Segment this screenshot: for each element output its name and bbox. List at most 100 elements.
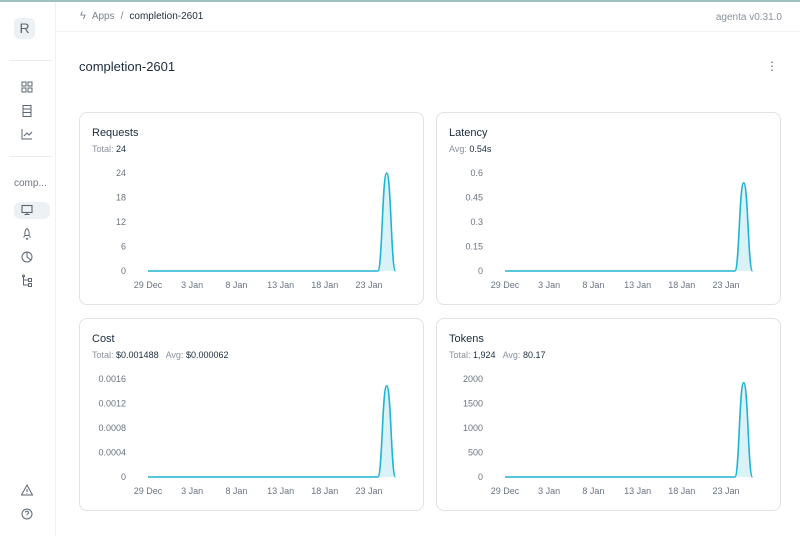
y-tick-label: 0.0012: [98, 399, 126, 409]
help-icon[interactable]: [20, 507, 34, 521]
table-icon[interactable]: [20, 104, 34, 118]
y-tick-label: 0.0016: [98, 374, 126, 384]
chart: 0 0.0004 0.0008 0.0012 0.0016 29 Dec 3 Jan 8 Ja…: [98, 374, 397, 496]
x-tick-label: 3 Jan: [181, 280, 203, 290]
chart: 0 0.15 0.3 0.45 0.6 29 Dec 3 Jan 8 Jan 13 Jan 18 …: [465, 168, 754, 290]
monitor-icon[interactable]: [20, 203, 34, 217]
alert-icon[interactable]: [20, 483, 34, 497]
stat-value: 24: [116, 144, 127, 154]
x-tick-label: 8 Jan: [582, 486, 604, 496]
stat-value: $0.000062: [185, 350, 229, 360]
card-title: Cost: [92, 333, 115, 345]
requests-card: Requests Total: 24 0 6 12 18 24 29 Dec 3 Jan 8 J…: [79, 112, 424, 305]
card-stats: Total: 1,924 Avg: 80.17: [449, 350, 551, 360]
stat-label: Avg:: [449, 144, 467, 154]
y-tick-label: 0.45: [465, 193, 483, 203]
x-tick-label: 3 Jan: [181, 486, 203, 496]
x-tick-label: 23 Jan: [355, 486, 382, 496]
stat-label: Total:: [92, 350, 114, 360]
card-title: Tokens: [449, 333, 484, 345]
more-options-icon[interactable]: ⋮: [766, 59, 778, 73]
series-line: [504, 381, 754, 478]
chart-icon[interactable]: [20, 127, 34, 141]
x-tick-label: 8 Jan: [582, 280, 604, 290]
series-area: [505, 382, 753, 477]
cost-card: Cost Total: $0.001488 Avg: $0.000062 0 0.0…: [79, 318, 424, 511]
x-tick-label: 13 Jan: [267, 280, 294, 290]
stat-label: Total:: [449, 350, 471, 360]
x-tick-label: 23 Jan: [712, 486, 739, 496]
stat-value: $0.001488: [116, 350, 159, 360]
y-tick-label: 0.3: [470, 217, 483, 227]
page-title: completion-2601: [79, 59, 176, 74]
y-tick-label: 0: [478, 266, 483, 276]
y-tick-label: 18: [116, 193, 126, 203]
breadcrumb-separator: /: [120, 10, 124, 22]
x-tick-label: 8 Jan: [225, 486, 247, 496]
y-tick-label: 24: [116, 168, 126, 178]
y-tick-label: 0.0008: [98, 423, 126, 433]
card-stats: Avg: 0.54s: [449, 144, 496, 154]
y-tick-label: 12: [116, 217, 126, 227]
grid-icon[interactable]: [20, 80, 34, 94]
x-tick-label: 3 Jan: [538, 486, 560, 496]
series-area: [148, 173, 396, 271]
lightning-icon: ϟ: [80, 10, 86, 22]
x-tick-label: 18 Jan: [668, 280, 695, 290]
y-tick-label: 1500: [463, 399, 483, 409]
series-area: [148, 385, 396, 477]
tokens-card: Tokens Total: 1,924 Avg: 80.17 0 500 1000 15…: [436, 318, 781, 511]
y-tick-label: 0.6: [470, 168, 483, 178]
stat-value: 0.54s: [469, 144, 492, 154]
series-line: [147, 385, 397, 478]
divider: [9, 156, 53, 157]
chart: 0 500 1000 1500 2000 29 Dec 3 Jan 8 Jan 13 Jan 18…: [463, 374, 754, 496]
card-stats: Total: $0.001488 Avg: $0.000062: [92, 350, 234, 360]
x-tick-label: 29 Dec: [491, 280, 520, 290]
y-tick-label: 1000: [463, 423, 483, 433]
x-tick-label: 18 Jan: [311, 486, 338, 496]
latency-card: Latency Avg: 0.54s 0 0.15 0.3 0.45 0.6 29 Dec 3…: [436, 112, 781, 305]
x-tick-label: 29 Dec: [134, 486, 163, 496]
card-stats: Total: 24: [92, 144, 131, 154]
y-tick-label: 0: [121, 472, 126, 482]
tree-icon[interactable]: [20, 274, 34, 288]
series-line: [504, 181, 754, 272]
y-tick-label: 0.15: [465, 242, 483, 252]
chart-pie-icon[interactable]: [20, 250, 34, 264]
card-title: Latency: [449, 127, 488, 139]
breadcrumb-apps[interactable]: Apps: [91, 10, 115, 22]
breadcrumb-current: completion-2601: [129, 10, 204, 22]
stat-value: 1,924: [473, 350, 496, 360]
y-tick-label: 0.0004: [98, 448, 126, 458]
x-tick-label: 18 Jan: [311, 280, 338, 290]
rocket-icon[interactable]: [20, 227, 34, 241]
y-tick-label: 6: [121, 242, 126, 252]
stat-value: 80.17: [522, 350, 546, 360]
workspace-avatar[interactable]: R: [14, 18, 35, 39]
stat-label: Avg:: [502, 350, 521, 360]
breadcrumb: ϟ Apps / completion-2601: [80, 10, 203, 22]
x-tick-label: 29 Dec: [134, 280, 163, 290]
top-bar: ϟ Apps / completion-2601 agenta v0.31.0: [56, 2, 800, 32]
chart: 0 6 12 18 24 29 Dec 3 Jan 8 Jan 13 Jan 18 Jan 23 J…: [116, 168, 397, 290]
card-title: Requests: [92, 127, 139, 139]
x-tick-label: 23 Jan: [712, 280, 739, 290]
y-tick-label: 0: [478, 472, 483, 482]
y-tick-label: 0: [121, 266, 126, 276]
x-tick-label: 13 Jan: [624, 486, 651, 496]
version-label: agenta v0.31.0: [715, 12, 782, 23]
x-tick-label: 8 Jan: [225, 280, 247, 290]
x-tick-label: 29 Dec: [491, 486, 520, 496]
app-label[interactable]: comp...: [14, 178, 47, 189]
x-tick-label: 13 Jan: [267, 486, 294, 496]
series-area: [505, 182, 753, 271]
x-tick-label: 13 Jan: [624, 280, 651, 290]
y-tick-label: 2000: [463, 374, 483, 384]
series-line: [147, 172, 397, 272]
stat-label: Avg:: [165, 350, 184, 360]
stat-label: Total:: [92, 144, 114, 154]
y-tick-label: 500: [468, 448, 483, 458]
divider: [9, 60, 53, 61]
sidebar: R comp...: [0, 2, 56, 536]
